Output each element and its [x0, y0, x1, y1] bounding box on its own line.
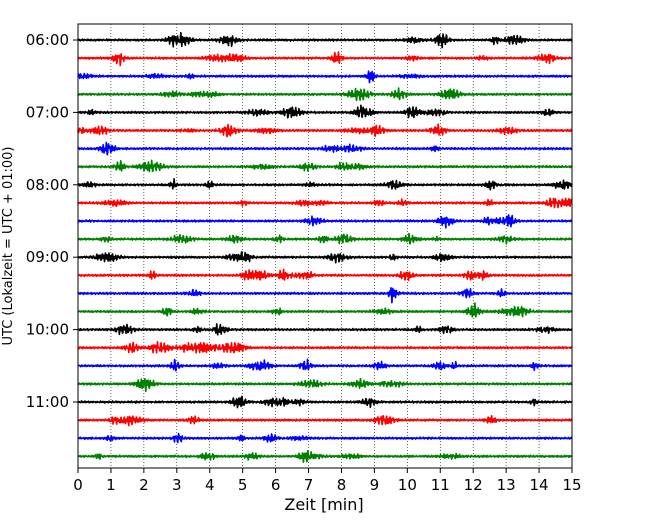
x-tick-label: 0	[73, 476, 83, 494]
x-tick-label: 3	[172, 476, 182, 494]
plot-frame	[77, 23, 573, 469]
seismic-trace	[77, 302, 573, 318]
seismic-trace	[77, 70, 573, 84]
x-tick-label: 1	[106, 476, 116, 494]
y-tick-label: 09:00	[26, 248, 69, 266]
seismic-trace	[77, 31, 573, 49]
y-tick-label: 10:00	[26, 321, 69, 339]
seismic-trace	[77, 287, 573, 304]
seismic-trace	[77, 87, 573, 102]
seismic-trace	[77, 377, 573, 393]
seismic-trace	[77, 323, 573, 336]
seismic-trace	[77, 51, 573, 67]
x-tick-label: 8	[337, 476, 347, 494]
y-tick-label: 11:00	[26, 393, 69, 411]
x-tick-label: 6	[271, 476, 281, 494]
x-tick-label: 10	[398, 476, 417, 494]
seismic-trace	[77, 159, 573, 173]
seismic-trace	[77, 268, 573, 282]
y-tick-label: 07:00	[26, 103, 69, 121]
y-tick-label: 06:00	[26, 31, 69, 49]
seismic-trace	[77, 341, 573, 354]
y-axis-ticks: 06:00 07:00 08:00 09:00 10:00 11:00	[26, 31, 78, 411]
x-tick-label: 7	[304, 476, 314, 494]
seismic-trace	[77, 358, 573, 372]
seismic-trace	[77, 197, 573, 209]
x-axis-label: Zeit [min]	[284, 495, 363, 514]
seismic-trace	[77, 251, 573, 264]
x-tick-label: 4	[205, 476, 215, 494]
seismic-trace	[77, 232, 573, 245]
seismic-trace	[77, 141, 573, 156]
x-tick-label: 15	[562, 476, 581, 494]
seismic-trace	[77, 395, 573, 409]
seismic-trace	[77, 432, 573, 444]
y-tick-label: 08:00	[26, 176, 69, 194]
x-axis-ticks: 0 1 2 3 4 5 6 7 8 9 10 11 12 13 14 15	[73, 468, 582, 494]
seismic-trace	[77, 178, 573, 191]
y-axis-label: UTC (Lokalzeit = UTC + 01:00)	[1, 147, 16, 346]
x-tick-label: 13	[497, 476, 516, 494]
seismic-trace	[77, 104, 573, 119]
x-tick-label: 12	[464, 476, 483, 494]
x-tick-label: 14	[530, 476, 549, 494]
seismic-trace	[77, 123, 573, 138]
grid-lines	[110, 24, 540, 468]
x-tick-label: 11	[431, 476, 450, 494]
seismic-trace	[77, 414, 573, 427]
seismic-trace	[77, 214, 573, 229]
x-tick-label: 2	[139, 476, 149, 494]
x-tick-label: 9	[370, 476, 380, 494]
x-tick-label: 5	[238, 476, 248, 494]
seismic-traces	[77, 31, 573, 464]
seismic-trace	[77, 449, 573, 464]
